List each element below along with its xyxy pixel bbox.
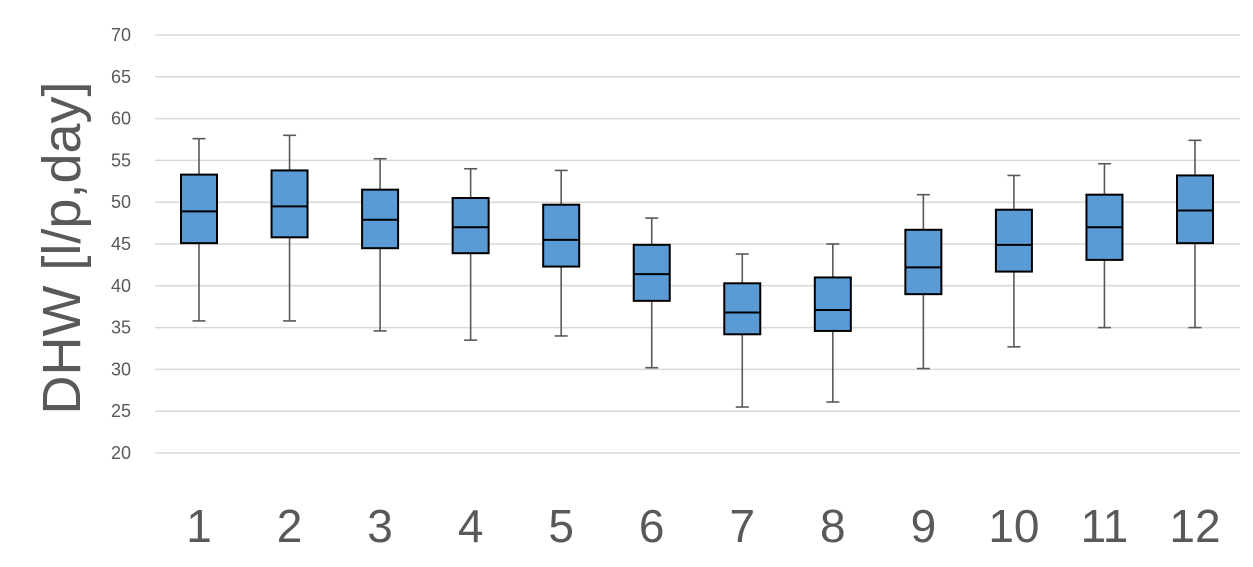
y-tick-label-65: 65 — [111, 67, 131, 87]
x-tick-label-3: 3 — [367, 500, 393, 552]
y-tick-label-30: 30 — [111, 359, 131, 379]
box-10 — [994, 174, 1033, 348]
y-axis-title: DHW [l/p,day] — [32, 81, 92, 414]
iqr-box — [632, 243, 671, 302]
iqr-box — [180, 173, 218, 245]
x-tick-label-8: 8 — [820, 500, 846, 552]
y-tick-label-70: 70 — [111, 25, 131, 45]
iqr-box — [542, 203, 581, 268]
iqr-box — [904, 228, 943, 296]
x-tick-label-10: 10 — [988, 500, 1039, 552]
box-1 — [180, 137, 218, 322]
iqr-box — [1176, 174, 1214, 245]
y-tick-label-40: 40 — [111, 276, 131, 296]
y-tick-label-60: 60 — [111, 109, 131, 129]
box-5 — [542, 169, 581, 337]
y-tick-label-25: 25 — [111, 401, 131, 421]
box-12 — [1176, 139, 1214, 329]
box-6 — [632, 217, 671, 369]
x-tick-label-12: 12 — [1169, 500, 1220, 552]
gridlines — [155, 34, 1240, 454]
x-axis-ticks: 1 2 3 4 5 6 7 8 9 10 11 12 — [186, 500, 1220, 552]
x-tick-label-1: 1 — [186, 500, 212, 552]
box-9 — [904, 193, 943, 370]
x-tick-label-4: 4 — [458, 500, 484, 552]
x-tick-label-7: 7 — [729, 500, 755, 552]
box-3 — [361, 157, 400, 332]
box-4 — [451, 167, 490, 341]
box-11 — [1085, 162, 1124, 329]
iqr-box — [723, 282, 762, 336]
y-axis-ticks: 20 25 30 35 40 45 50 55 60 65 70 — [111, 25, 131, 463]
y-tick-label-45: 45 — [111, 234, 131, 254]
iqr-box — [994, 208, 1033, 273]
box-8 — [813, 243, 852, 403]
box-7 — [723, 253, 762, 408]
x-tick-label-6: 6 — [639, 500, 665, 552]
x-tick-label-2: 2 — [277, 500, 303, 552]
box-2 — [270, 134, 309, 322]
iqr-box — [813, 276, 852, 332]
iqr-box — [270, 169, 309, 239]
y-tick-label-55: 55 — [111, 150, 131, 170]
y-tick-label-35: 35 — [111, 318, 131, 338]
box-series — [180, 134, 1214, 408]
y-tick-label-20: 20 — [111, 443, 131, 463]
x-tick-label-5: 5 — [548, 500, 574, 552]
x-tick-label-9: 9 — [911, 500, 937, 552]
iqr-box — [451, 197, 490, 255]
x-tick-label-11: 11 — [1081, 500, 1129, 552]
y-tick-label-50: 50 — [111, 192, 131, 212]
